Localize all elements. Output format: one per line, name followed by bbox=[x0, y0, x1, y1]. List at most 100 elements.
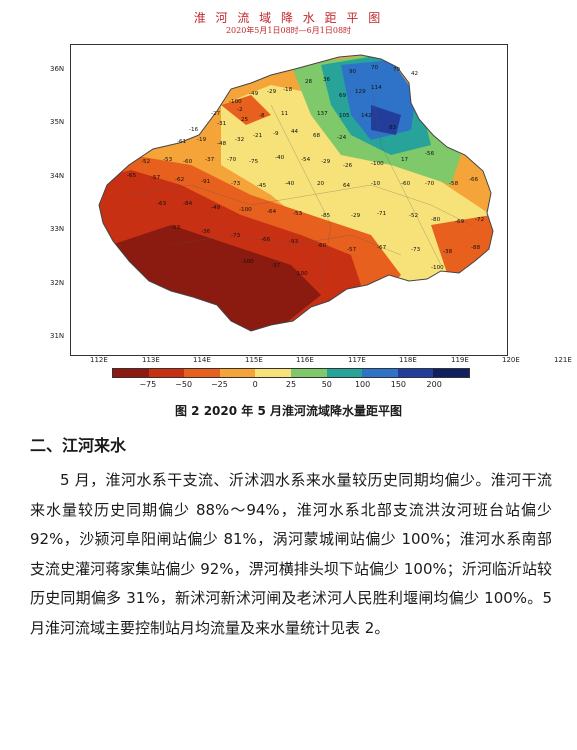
station-value: -100 bbox=[295, 271, 308, 277]
station-value: 79 bbox=[393, 67, 401, 73]
station-value: 142 bbox=[361, 113, 372, 119]
station-value: 11 bbox=[281, 111, 289, 117]
station-value: 70 bbox=[371, 65, 379, 71]
station-value: -48 bbox=[217, 141, 227, 147]
station-value: -18 bbox=[283, 87, 293, 93]
station-value: -62 bbox=[175, 177, 184, 183]
station-value: -65 bbox=[127, 173, 137, 179]
station-value: 90 bbox=[349, 69, 357, 75]
lat-label-32n: 32N bbox=[50, 279, 65, 287]
station-value: 105 bbox=[339, 113, 350, 119]
station-value: 68 bbox=[313, 133, 321, 139]
station-value: -57 bbox=[347, 247, 357, 253]
station-value: 64 bbox=[343, 183, 351, 189]
station-value: -29 bbox=[267, 89, 277, 95]
station-value: -85 bbox=[321, 213, 331, 219]
precipitation-anomaly-map: -100 -49 -29 -18 28 36 90 70 79 42 -27 -2 69 129 114 -1… bbox=[70, 44, 508, 356]
lon-label-120e: 120E bbox=[502, 356, 520, 364]
station-value: -67 bbox=[377, 245, 387, 251]
station-value: -36 bbox=[201, 229, 211, 235]
station-value: 137 bbox=[317, 111, 328, 117]
legend-swatch bbox=[362, 369, 398, 377]
legend-tick: 25 bbox=[285, 380, 297, 389]
legend-swatch bbox=[433, 369, 469, 377]
lon-label-114e: 114E bbox=[193, 356, 211, 364]
lat-label-34n: 34N bbox=[50, 172, 65, 180]
station-value: -100 bbox=[241, 259, 254, 265]
station-value: -61 bbox=[177, 139, 187, 145]
station-value: -63 bbox=[157, 201, 167, 207]
legend-swatch bbox=[397, 369, 434, 377]
station-value: -49 bbox=[211, 205, 221, 211]
legend-tick: 150 bbox=[390, 380, 407, 389]
station-value: -9 bbox=[273, 131, 279, 137]
station-value: 28 bbox=[305, 79, 313, 85]
lat-label-31n: 31N bbox=[50, 332, 65, 340]
legend-tick: 50 bbox=[321, 380, 332, 389]
station-value: -29 bbox=[351, 213, 361, 219]
map-title: 淮 河 流 域 降 水 距 平 图 bbox=[193, 11, 384, 25]
lon-label-112e: 112E bbox=[90, 356, 108, 364]
station-value: -66 bbox=[469, 177, 479, 183]
station-value: -31 bbox=[217, 121, 227, 127]
station-value: -100 bbox=[371, 161, 384, 167]
station-value: -2 bbox=[237, 107, 243, 113]
station-value: -19 bbox=[197, 137, 207, 143]
legend-tick: −75 bbox=[139, 380, 157, 389]
station-value: -21 bbox=[253, 133, 263, 139]
station-value: -16 bbox=[189, 127, 199, 133]
station-value: -100 bbox=[431, 265, 444, 271]
lon-label-119e: 119E bbox=[451, 356, 469, 364]
station-value: -29 bbox=[321, 159, 331, 165]
station-value: -45 bbox=[257, 183, 267, 189]
legend-color-bar bbox=[112, 368, 470, 378]
station-value: -60 bbox=[401, 181, 411, 187]
legend-tick: 200 bbox=[426, 380, 442, 389]
station-value: -53 bbox=[171, 225, 181, 231]
lat-label-35n: 35N bbox=[50, 118, 65, 126]
station-value: -8 bbox=[259, 113, 265, 119]
station-value: 69 bbox=[339, 93, 347, 99]
station-value: 25 bbox=[241, 117, 249, 123]
station-value: -26 bbox=[343, 163, 353, 169]
station-value: 42 bbox=[411, 71, 418, 77]
station-value: -60 bbox=[183, 159, 193, 165]
station-value: -49 bbox=[249, 91, 259, 97]
station-value: -40 bbox=[285, 181, 295, 187]
station-value: -52 bbox=[409, 213, 418, 219]
subbasin-lines bbox=[130, 84, 472, 286]
station-value: -53 bbox=[293, 211, 303, 217]
station-value: -37 bbox=[205, 157, 215, 163]
station-value: -73 bbox=[231, 181, 241, 187]
figure-caption: 图 2 2020 年 5 月淮河流域降水量距平图 bbox=[175, 404, 402, 418]
basin-boundary bbox=[98, 54, 494, 332]
station-value: -56 bbox=[425, 151, 435, 157]
station-value: -37 bbox=[271, 263, 281, 269]
station-value: -27 bbox=[211, 111, 221, 117]
lon-label-117e: 117E bbox=[348, 356, 366, 364]
legend-swatch bbox=[113, 369, 149, 377]
lon-label-113e: 113E bbox=[142, 356, 160, 364]
station-value: -52 bbox=[141, 159, 150, 165]
station-value: 44 bbox=[291, 129, 299, 135]
station-value: -53 bbox=[163, 157, 173, 163]
station-value: -38 bbox=[443, 249, 453, 255]
station-value: -70 bbox=[227, 157, 237, 163]
station-value: -54 bbox=[301, 157, 311, 163]
station-value: 129 bbox=[355, 89, 366, 95]
station-value: 20 bbox=[317, 181, 325, 187]
legend-tick: −50 bbox=[175, 380, 193, 389]
color-legend: −75 −50 −25 0 25 50 100 150 200 bbox=[112, 368, 470, 389]
station-value: -75 bbox=[249, 159, 259, 165]
legend-tick: 100 bbox=[354, 380, 371, 389]
station-value: -84 bbox=[183, 201, 193, 207]
station-value: -93 bbox=[289, 239, 299, 245]
legend-swatch bbox=[148, 369, 185, 377]
station-labels: -100 -49 -29 -18 28 36 90 70 79 42 -27 -2 69 129 114 -1… bbox=[127, 65, 484, 277]
station-value: -24 bbox=[337, 135, 347, 141]
lon-label-118e: 118E bbox=[399, 356, 417, 364]
lon-label-121e: 121E bbox=[554, 356, 572, 364]
station-value: -64 bbox=[267, 209, 277, 215]
legend-swatch bbox=[219, 369, 256, 377]
station-value: -69 bbox=[455, 219, 465, 225]
